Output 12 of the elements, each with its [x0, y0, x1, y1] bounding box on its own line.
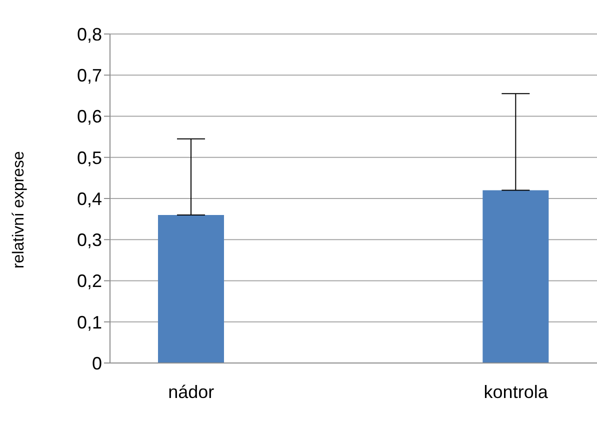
y-tick-label: 0,4 — [76, 188, 102, 209]
y-tick-label: 0 — [92, 353, 102, 374]
y-tick-label: 0,6 — [76, 106, 102, 127]
y-tick-label: 0,7 — [76, 66, 102, 86]
y-tick-label: 0,1 — [76, 312, 102, 332]
x-tick-label: nádor — [168, 382, 214, 402]
y-tick-label: 0,2 — [76, 271, 102, 292]
y-tick-label: 0,5 — [76, 148, 102, 168]
x-tick-label: kontrola — [484, 382, 549, 402]
y-axis-title: relativní exprese — [10, 151, 28, 268]
y-tick-label: 0,3 — [76, 230, 102, 250]
y-tick-label: 0,8 — [76, 24, 102, 44]
